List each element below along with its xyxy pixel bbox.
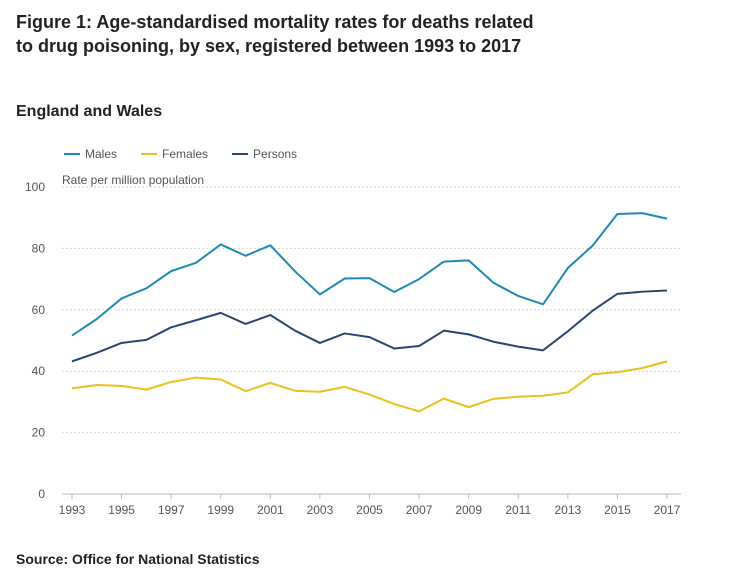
legend-label: Females [162,147,208,161]
x-tick-label: 2015 [604,503,631,517]
x-tick-label: 2003 [307,503,334,517]
y-tick-label: 60 [32,303,46,317]
series-line-males [71,212,668,337]
x-tick-label: 1995 [108,503,135,517]
x-tick-label: 1999 [207,503,234,517]
y-tick-label: 0 [38,487,45,501]
x-tick-label: 2007 [406,503,433,517]
y-tick-label: 20 [32,426,46,440]
series-line-females [71,360,668,413]
source-note: Source: Office for National Statistics [16,551,260,567]
y-tick-label: 80 [32,241,46,255]
y-axis-label: Rate per million population [62,173,204,187]
x-tick-label: 2009 [455,503,482,517]
y-tick-label: 40 [32,364,46,378]
x-tick-label: 2013 [554,503,581,517]
y-tick-label: 100 [25,180,45,194]
x-tick-label: 2011 [505,503,531,517]
chart-title: Figure 1: Age-standardised mortality rat… [16,12,534,56]
legend-label: Persons [253,147,297,161]
series-line-persons [71,289,668,363]
x-tick-label: 1993 [59,503,86,517]
legend-label: Males [85,147,117,161]
x-tick-label: 2017 [654,503,681,517]
chart-subtitle: England and Wales [16,103,163,120]
x-tick-label: 2005 [356,503,383,517]
x-tick-label: 1997 [158,503,185,517]
x-tick-label: 2001 [257,503,284,517]
